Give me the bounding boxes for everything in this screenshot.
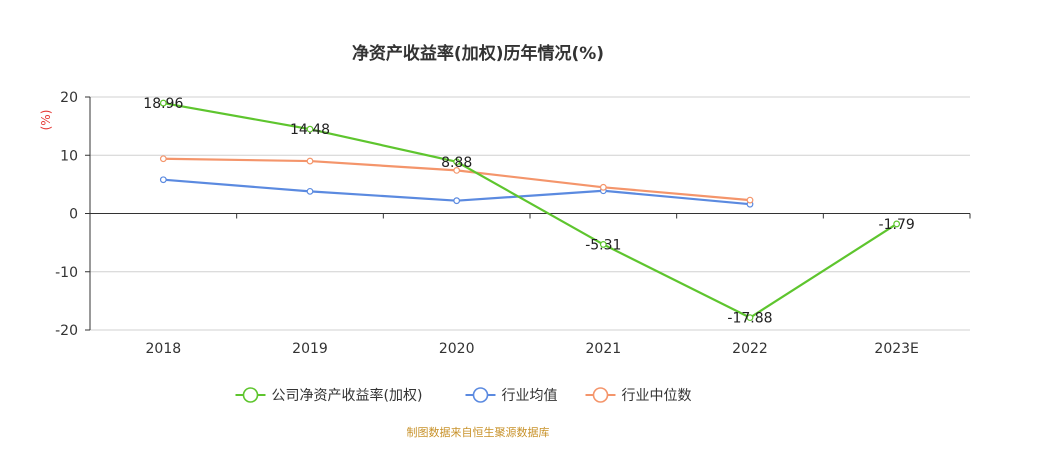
- y-tick-label: -10: [55, 265, 78, 281]
- data-point[interactable]: [159, 99, 167, 107]
- data-label: -5.31: [585, 237, 621, 253]
- x-tick-label: 2020: [439, 341, 475, 357]
- legend-item[interactable]: 行业均值: [465, 387, 558, 404]
- legend-label: 行业中位数: [622, 388, 692, 404]
- source-note: 制图数据来自恒生聚源数据库: [407, 425, 550, 439]
- data-point[interactable]: [306, 187, 314, 195]
- data-point[interactable]: [453, 197, 461, 205]
- data-point[interactable]: [159, 155, 167, 163]
- data-label: -1.79: [879, 217, 915, 233]
- legend-label: 公司净资产收益率(加权): [272, 387, 423, 404]
- y-tick-label: 0: [69, 207, 78, 223]
- axes: 20 10 0 -10 -20 2018 2019 2020 2021 2022 2023E: [55, 90, 971, 357]
- x-tick-label: 2019: [292, 341, 328, 357]
- data-point[interactable]: [306, 125, 314, 133]
- data-point[interactable]: [746, 314, 754, 322]
- data-label: 8.88: [441, 155, 472, 171]
- legend-item[interactable]: 公司净资产收益率(加权): [235, 387, 423, 404]
- data-label: 14.48: [290, 122, 330, 138]
- legend-marker: [242, 387, 259, 403]
- data-label: -17.88: [727, 311, 772, 327]
- data-point[interactable]: [893, 220, 901, 228]
- series-line: [163, 101, 898, 319]
- grid-lines: [90, 96, 970, 331]
- data-labels: 18.96 14.48 8.88 -5.31 -17.88 -1.79: [143, 96, 914, 327]
- data-point[interactable]: [599, 183, 607, 191]
- legend-marker: [472, 387, 489, 403]
- x-tick-label: 2023E: [874, 341, 918, 357]
- legend[interactable]: 公司净资产收益率(加权) 行业均值 行业中位数: [235, 387, 692, 404]
- x-tick-label: 2018: [146, 341, 182, 357]
- legend-marker: [592, 387, 609, 403]
- x-tick-label: 2021: [586, 341, 622, 357]
- legend-item[interactable]: 行业中位数: [585, 387, 692, 404]
- y-tick-label: -20: [55, 323, 78, 339]
- data-point[interactable]: [746, 196, 754, 204]
- chart-title: 净资产收益率(加权)历年情况(%): [352, 43, 604, 64]
- data-point[interactable]: [306, 157, 314, 165]
- series-lines: [159, 99, 901, 322]
- y-tick-label: 20: [60, 90, 78, 106]
- data-point[interactable]: [453, 166, 461, 174]
- x-tick-label: 2022: [732, 341, 768, 357]
- data-point[interactable]: [453, 158, 461, 166]
- data-point[interactable]: [599, 241, 607, 248]
- legend-label: 行业均值: [502, 388, 558, 404]
- data-label: 18.96: [143, 96, 183, 112]
- data-point[interactable]: [159, 176, 167, 184]
- y-axis-label: (%): [39, 110, 53, 131]
- y-tick-label: 10: [60, 148, 78, 164]
